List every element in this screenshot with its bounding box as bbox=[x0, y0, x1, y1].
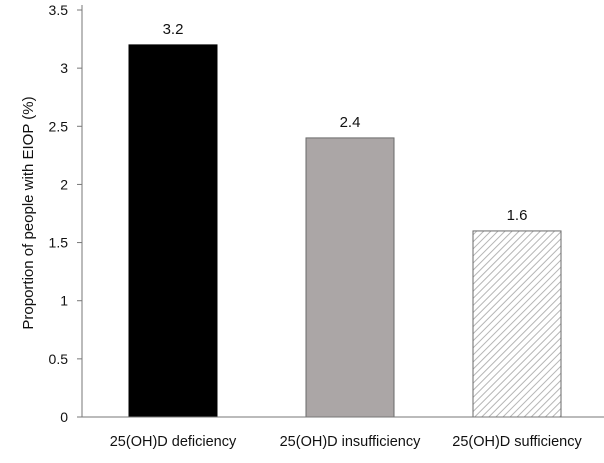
data-label: 3.2 bbox=[163, 21, 184, 38]
bar bbox=[305, 137, 395, 418]
y-tick-label: 3.5 bbox=[49, 2, 69, 18]
y-tick-label: 2.5 bbox=[49, 118, 69, 134]
y-tick-label: 0 bbox=[60, 409, 68, 425]
x-tick-label: 25(OH)D insufficiency bbox=[280, 434, 422, 450]
x-tick-label: 25(OH)D sufficiency bbox=[452, 434, 582, 450]
x-tick-label: 25(OH)D deficiency bbox=[110, 434, 237, 450]
data-label: 2.4 bbox=[340, 114, 361, 131]
y-tick-label: 1 bbox=[60, 293, 68, 309]
y-tick-label: 2 bbox=[60, 176, 68, 192]
bar bbox=[128, 44, 218, 418]
bar bbox=[472, 230, 562, 418]
y-tick-label: 0.5 bbox=[49, 351, 69, 367]
y-tick-label: 3 bbox=[60, 60, 68, 76]
y-tick-label: 1.5 bbox=[49, 235, 69, 251]
y-axis-label: Proportion of people with EIOP (%) bbox=[20, 96, 37, 329]
data-label: 1.6 bbox=[507, 207, 528, 224]
